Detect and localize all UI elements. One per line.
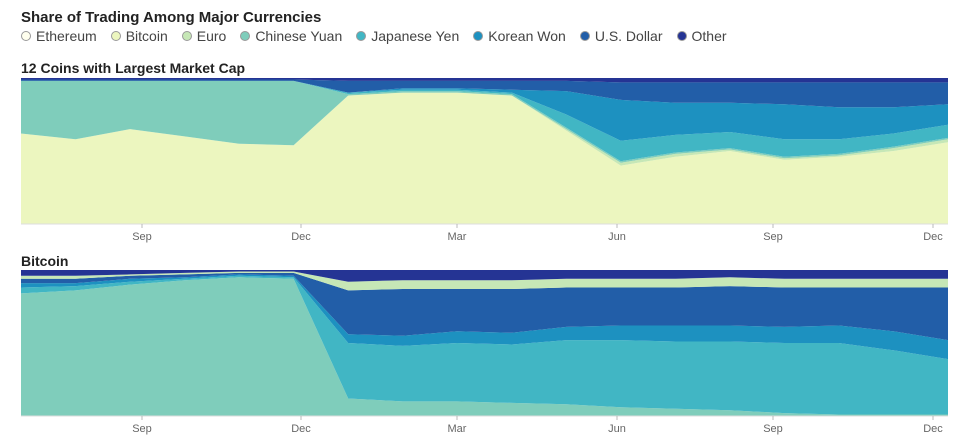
x-tick-label: Dec xyxy=(291,231,311,243)
area-korean-won xyxy=(21,80,948,141)
legend-swatch xyxy=(110,31,121,41)
chart-title-market-cap: 12 Coins with Largest Market Cap xyxy=(21,60,246,76)
area-chinese-yuan xyxy=(21,80,948,163)
area-korean-won xyxy=(21,274,948,360)
legend-swatch xyxy=(181,31,192,41)
x-tick-label: Jun xyxy=(608,231,626,243)
legend-swatch xyxy=(676,31,687,41)
x-tick-label: Sep xyxy=(132,231,152,243)
x-tick-label: Sep xyxy=(763,423,783,435)
legend-item-other: Other xyxy=(676,28,727,44)
x-tick-label: Sep xyxy=(763,231,783,243)
area-chinese-yuan xyxy=(21,277,948,416)
legend-label: Ethereum xyxy=(36,28,97,44)
legend-label: U.S. Dollar xyxy=(594,28,663,44)
x-tick-label: Dec xyxy=(923,423,943,435)
legend-swatch xyxy=(579,31,590,41)
legend-item-japanese-yen: Japanese Yen xyxy=(356,28,459,44)
legend-swatch xyxy=(473,31,484,41)
legend-item-u-s-dollar: U.S. Dollar xyxy=(579,28,663,44)
area-other xyxy=(21,78,948,83)
bitcoin-area-chart: Sep Dec Mar Jun Sep Dec xyxy=(21,270,948,435)
x-tick-label: Dec xyxy=(291,423,311,435)
legend-label: Euro xyxy=(196,28,227,44)
market-cap-area-chart: Sep Dec Mar Jun Sep Dec xyxy=(21,78,948,243)
legend-swatch xyxy=(240,31,251,41)
area-u-s-dollar xyxy=(21,272,948,341)
area-japanese-yen xyxy=(21,275,948,415)
chart-title-bitcoin: Bitcoin xyxy=(21,253,69,269)
legend-label: Japanese Yen xyxy=(371,28,460,44)
legend-label: Korean Won xyxy=(488,28,566,44)
x-tick-label: Mar xyxy=(448,231,467,243)
x-tick-label: Mar xyxy=(448,423,467,435)
legend-swatch xyxy=(21,31,31,41)
area-euro xyxy=(21,271,948,291)
x-tick-label: Jun xyxy=(608,423,626,435)
area-other xyxy=(21,270,948,282)
legend-label: Bitcoin xyxy=(125,28,168,44)
legend-item-korean-won: Korean Won xyxy=(473,28,566,44)
x-tick-label: Dec xyxy=(923,231,943,243)
legend-item-ethereum: Ethereum xyxy=(21,28,97,44)
legend: Ethereum Bitcoin Euro Chinese Yuan Japanese … xyxy=(21,28,741,44)
legend-item-euro: Euro xyxy=(181,28,227,44)
legend-label: Other xyxy=(691,28,727,44)
legend-swatch xyxy=(356,31,367,41)
legend-item-chinese-yuan: Chinese Yuan xyxy=(240,28,342,44)
x-tick-label: Sep xyxy=(132,423,152,435)
area-u-s-dollar xyxy=(21,79,948,108)
legend-label: Chinese Yuan xyxy=(255,28,343,44)
page-title: Share of Trading Among Major Currencies xyxy=(21,9,322,26)
area-japanese-yen xyxy=(21,80,948,162)
area-bitcoin xyxy=(21,92,948,224)
legend-item-bitcoin: Bitcoin xyxy=(110,28,168,44)
